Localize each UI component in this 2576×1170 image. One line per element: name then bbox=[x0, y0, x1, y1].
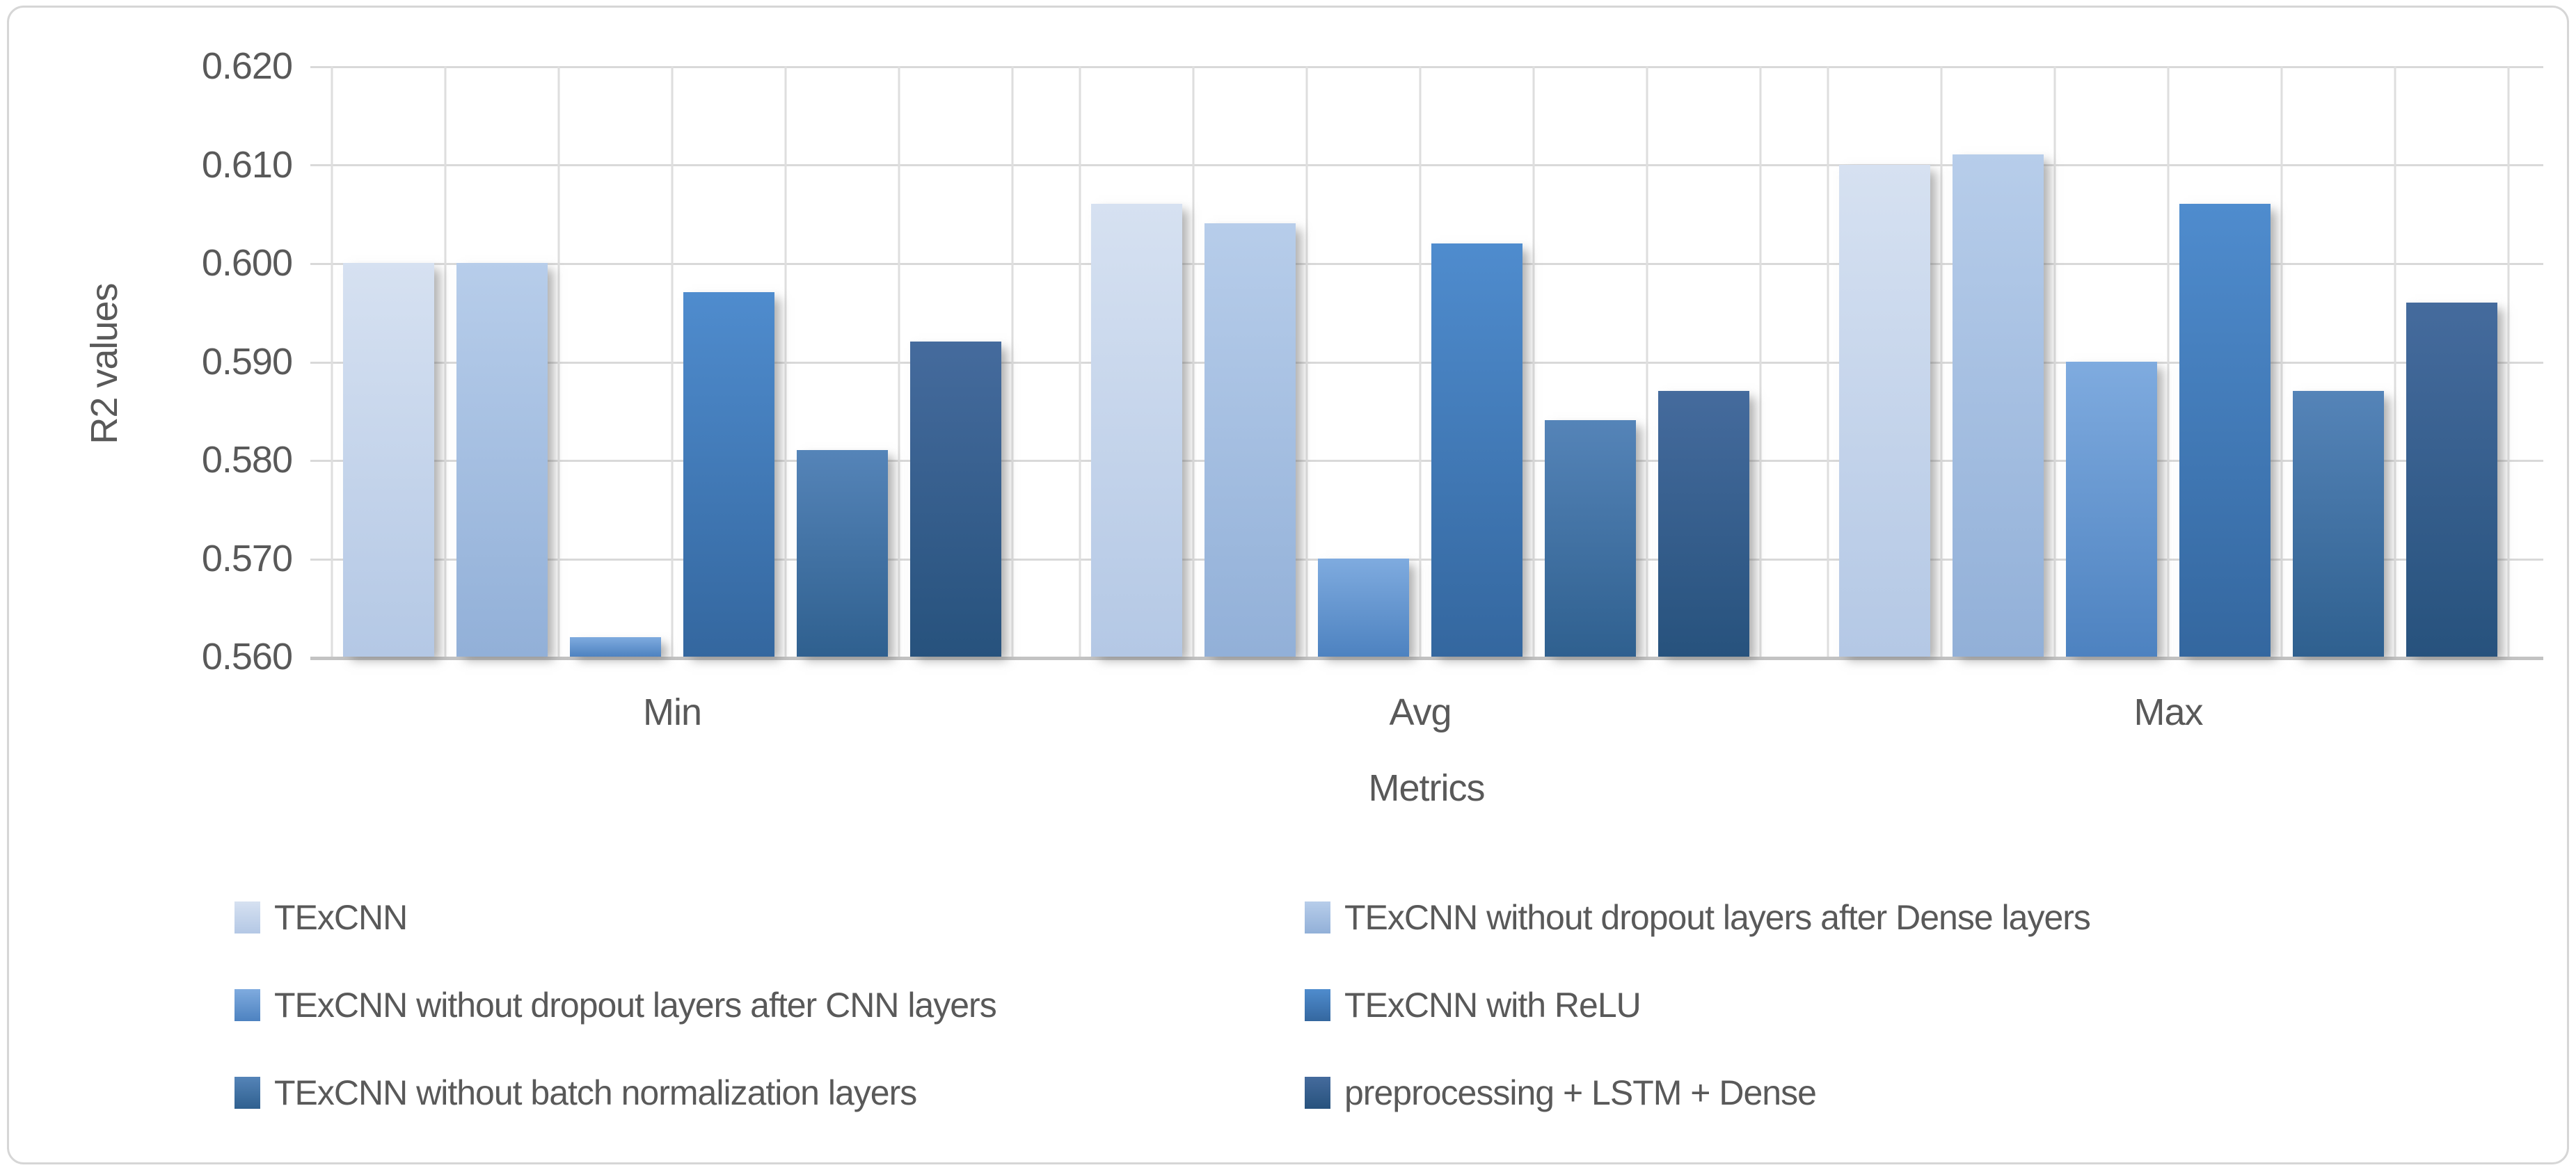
legend-label: TExCNN without dropout layers after CNN … bbox=[274, 986, 997, 1025]
bar bbox=[910, 342, 1001, 657]
x-axis-title: Metrics bbox=[1368, 767, 1486, 809]
legend-swatch-icon bbox=[1305, 989, 1330, 1021]
y-tick-label: 0.600 bbox=[201, 242, 293, 284]
slot-gridline bbox=[671, 66, 674, 657]
x-category-label: Avg bbox=[1389, 691, 1452, 733]
bar bbox=[1431, 243, 1522, 657]
bar bbox=[1204, 223, 1296, 657]
gridline bbox=[310, 558, 2543, 561]
gridline bbox=[310, 66, 2543, 68]
bar bbox=[683, 292, 774, 657]
slot-gridline bbox=[444, 66, 447, 657]
legend-label: TExCNN without batch normalization layer… bbox=[274, 1073, 917, 1112]
legend-item: TExCNN bbox=[234, 888, 1305, 947]
bar-group-avg bbox=[1079, 66, 1762, 657]
slot-gridline bbox=[784, 66, 787, 657]
legend-label: TExCNN bbox=[274, 898, 408, 937]
chart-legend: TExCNN TExCNN without dropout layers afte… bbox=[234, 888, 2392, 1122]
bar bbox=[1091, 204, 1182, 657]
bar bbox=[2066, 361, 2157, 657]
slot-gridline bbox=[2394, 66, 2396, 657]
slot-gridline bbox=[1192, 66, 1195, 657]
legend-item: TExCNN without dropout layers after CNN … bbox=[234, 976, 1305, 1034]
slot-gridline bbox=[331, 66, 333, 657]
y-tick-label: 0.570 bbox=[201, 537, 293, 579]
slot-gridline bbox=[1940, 66, 1943, 657]
legend-item: TExCNN without batch normalization layer… bbox=[234, 1064, 1305, 1122]
legend-swatch-icon bbox=[1305, 901, 1330, 933]
legend-swatch-icon bbox=[234, 989, 260, 1021]
slot-gridline bbox=[1532, 66, 1535, 657]
y-tick-label: 0.610 bbox=[201, 143, 293, 186]
gridline bbox=[310, 361, 2543, 364]
legend-swatch-icon bbox=[1305, 1077, 1330, 1109]
slot-gridline bbox=[1419, 66, 1422, 657]
legend-swatch-icon bbox=[234, 1077, 260, 1109]
legend-item: TExCNN without dropout layers after Dens… bbox=[1305, 888, 2392, 947]
y-tick-label: 0.590 bbox=[201, 340, 293, 383]
y-tick-label: 0.620 bbox=[201, 45, 293, 87]
slot-gridline bbox=[1305, 66, 1308, 657]
slot-gridline bbox=[557, 66, 560, 657]
bar-group-max bbox=[1827, 66, 2510, 657]
x-axis-line bbox=[310, 657, 2543, 660]
bar bbox=[1658, 390, 1749, 657]
slot-gridline bbox=[2280, 66, 2283, 657]
bar bbox=[456, 263, 548, 657]
bar bbox=[2179, 204, 2271, 657]
bar bbox=[1545, 420, 1636, 657]
bar-group-min bbox=[331, 66, 1014, 657]
slot-gridline bbox=[1827, 66, 1829, 657]
slot-gridline bbox=[1646, 66, 1648, 657]
legend-label: preprocessing + LSTM + Dense bbox=[1344, 1073, 1817, 1112]
y-tick-label: 0.560 bbox=[201, 636, 293, 678]
slot-gridline bbox=[1079, 66, 1081, 657]
bar bbox=[1953, 154, 2044, 657]
y-tick-label: 0.580 bbox=[201, 439, 293, 481]
gridline bbox=[310, 459, 2543, 462]
slot-gridline bbox=[1759, 66, 1762, 657]
legend-item: TExCNN with ReLU bbox=[1305, 976, 2392, 1034]
gridline bbox=[310, 262, 2543, 265]
legend-item: preprocessing + LSTM + Dense bbox=[1305, 1064, 2392, 1122]
bar bbox=[343, 263, 434, 657]
slot-gridline bbox=[898, 66, 900, 657]
bar bbox=[1318, 558, 1409, 657]
bar bbox=[570, 636, 661, 657]
x-category-label: Min bbox=[642, 691, 702, 733]
bar bbox=[1839, 164, 1930, 657]
slot-gridline bbox=[1011, 66, 1014, 657]
slot-gridline bbox=[2507, 66, 2510, 657]
x-category-label: Max bbox=[2133, 691, 2203, 733]
gridline bbox=[310, 164, 2543, 167]
plot-area bbox=[310, 66, 2543, 660]
legend-label: TExCNN with ReLU bbox=[1344, 986, 1641, 1025]
slot-gridline bbox=[2167, 66, 2170, 657]
slot-gridline bbox=[2053, 66, 2056, 657]
bar bbox=[797, 449, 888, 657]
bar bbox=[2293, 390, 2384, 657]
bar bbox=[2406, 302, 2497, 657]
legend-swatch-icon bbox=[234, 901, 260, 933]
legend-label: TExCNN without dropout layers after Dens… bbox=[1344, 898, 2091, 937]
